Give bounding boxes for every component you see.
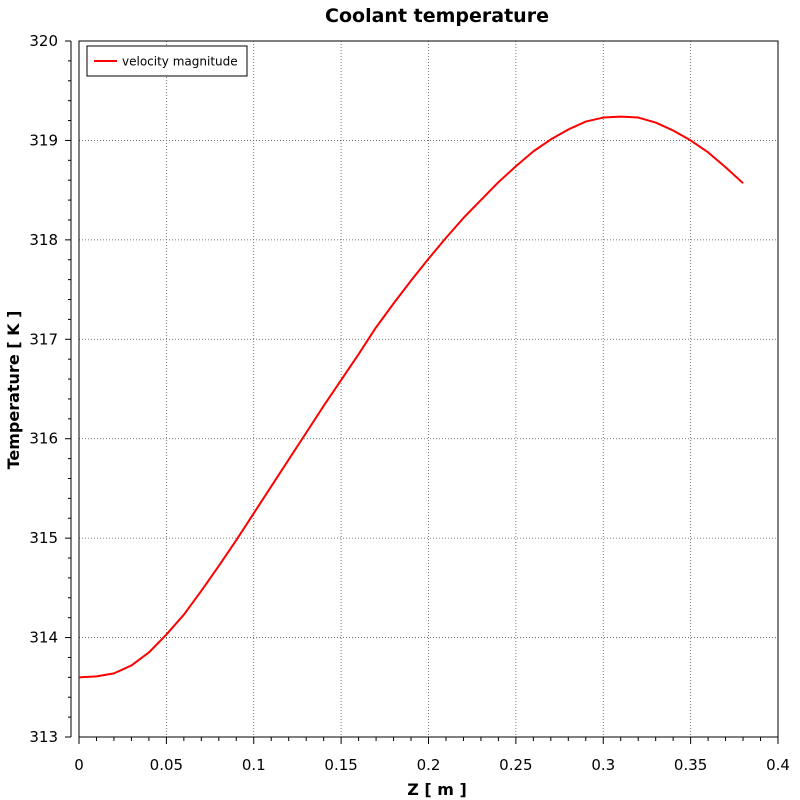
y-tick-label: 318 xyxy=(29,231,58,249)
grid-lines xyxy=(79,40,779,737)
y-tick-label: 315 xyxy=(29,529,58,547)
x-tick-label: 0.4 xyxy=(766,756,790,774)
series-line xyxy=(78,115,744,679)
y-tick-label: 313 xyxy=(29,728,58,746)
chart-title: Coolant temperature xyxy=(325,5,549,27)
y-tick-label: 320 xyxy=(29,32,58,50)
x-axis-label: Z [ m ] xyxy=(407,780,467,799)
legend: velocity magnitude xyxy=(86,45,248,77)
series-layer xyxy=(78,115,744,679)
x-tick-label: 0 xyxy=(74,756,84,774)
ticks: 0 0.05 0.1 0.15 0.2 0.25 0.3 0.35 0.4 313 314 315 31… xyxy=(29,32,790,774)
x-tick-label: 0.15 xyxy=(324,756,357,774)
y-axis-label: Temperature [ K ] xyxy=(4,311,23,470)
x-tick-label: 0.25 xyxy=(499,756,532,774)
axes xyxy=(70,41,778,738)
x-tick-label: 0.1 xyxy=(242,756,266,774)
legend-box xyxy=(86,45,248,77)
y-tick-label: 319 xyxy=(29,131,58,149)
y-tick-label: 316 xyxy=(29,430,58,448)
legend-label: velocity magnitude xyxy=(122,55,238,69)
x-tick-label: 0.35 xyxy=(674,756,707,774)
x-tick-label: 0.05 xyxy=(150,756,183,774)
y-tick-label: 317 xyxy=(29,330,58,348)
x-tick-label: 0.2 xyxy=(417,756,441,774)
y-tick-label: 314 xyxy=(29,629,58,647)
x-tick-label: 0.3 xyxy=(591,756,615,774)
